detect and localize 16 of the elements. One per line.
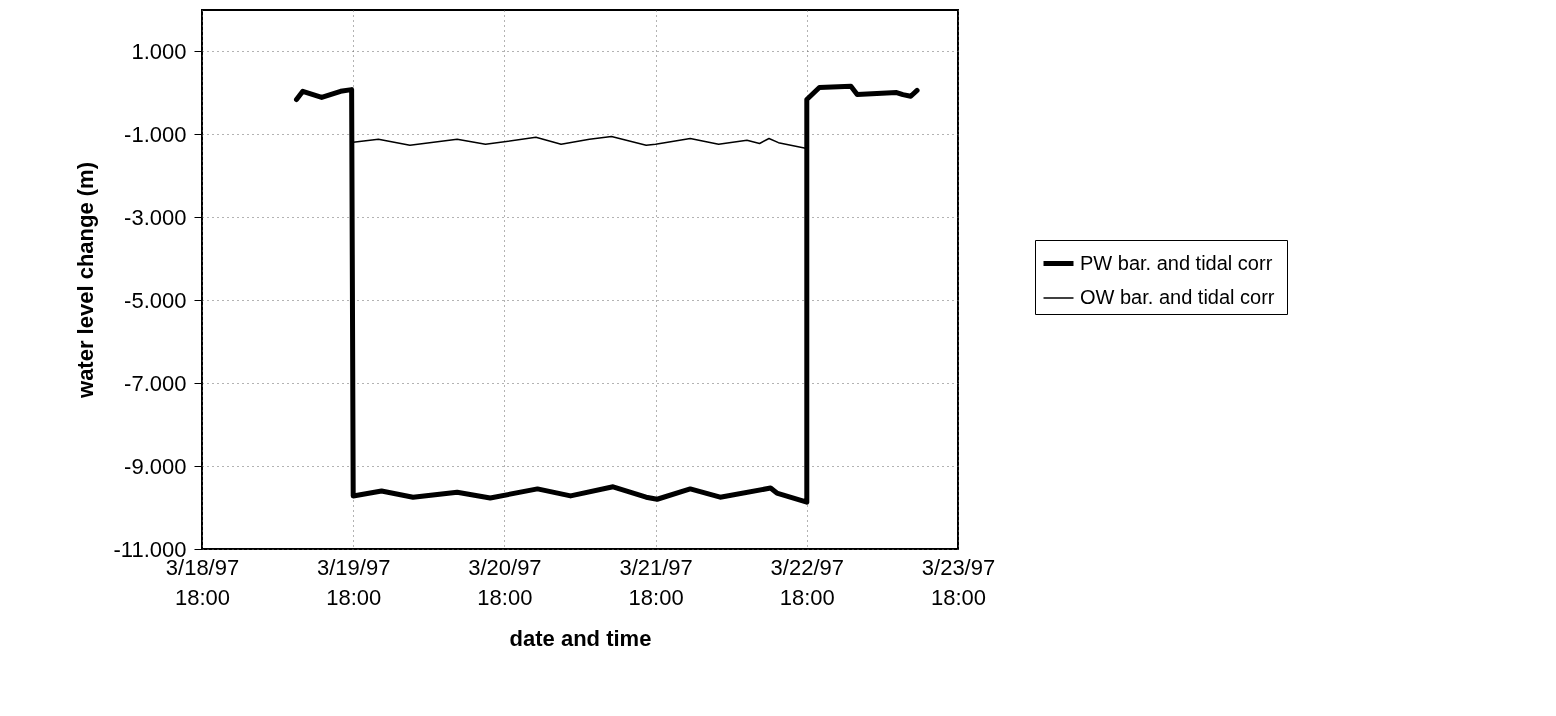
y-axis-title: water level change (m) bbox=[72, 162, 98, 399]
y-tick-label: -7.000 bbox=[124, 370, 187, 396]
y-tick-label: -9.000 bbox=[124, 453, 187, 479]
legend-label: PW bar. and tidal corr bbox=[1080, 251, 1273, 274]
line-series bbox=[352, 135, 808, 150]
y-tick-label: -1.000 bbox=[124, 121, 187, 147]
x-tick-label: 3/19/97 18:00 bbox=[317, 554, 391, 610]
x-tick-label: 3/21/97 18:00 bbox=[619, 554, 693, 610]
x-tick-label: 3/22/97 18:00 bbox=[770, 554, 844, 610]
y-tick-label: -5.000 bbox=[124, 287, 187, 313]
y-tick-label: -3.000 bbox=[124, 204, 187, 230]
x-axis-title: date and time bbox=[509, 625, 652, 651]
x-tick-label: 3/20/97 18:00 bbox=[468, 554, 542, 610]
legend-label: OW bar. and tidal corr bbox=[1080, 286, 1275, 308]
x-tick-label: 3/23/97 18:00 bbox=[921, 554, 996, 610]
y-tick-label: 1.000 bbox=[131, 38, 187, 64]
